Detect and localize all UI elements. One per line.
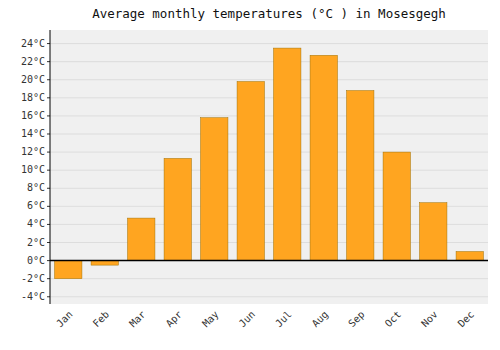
y-tick-label: 22°C — [21, 56, 45, 67]
y-tick-label: 14°C — [21, 128, 45, 139]
page: {"chart_data": {"type": "bar", "title": … — [0, 0, 500, 350]
y-tick-label: 4°C — [27, 218, 45, 229]
bars — [55, 48, 484, 279]
grid-line — [50, 296, 488, 297]
bar — [347, 91, 374, 261]
grid-line — [50, 115, 488, 116]
bar — [456, 252, 483, 261]
y-tick-label: 0°C — [27, 255, 45, 266]
x-axis-labels: Jan Feb Mar Apr May Jun Jul Aug Sep Oct Nov Dec — [54, 309, 476, 330]
x-tick-label: Dec — [456, 309, 477, 330]
x-tick-label: Oct — [383, 309, 404, 330]
bar — [383, 152, 410, 261]
bar — [420, 203, 447, 261]
y-tick-label: 18°C — [21, 92, 45, 103]
bar — [310, 55, 337, 260]
x-tick-label: Jun — [237, 309, 258, 330]
grid-line — [50, 188, 488, 189]
chart-container: -4°C -2°C 0°C 2°C 4°C 6°C 8°C 10°C 12°C 14°C 16°C 1… — [0, 0, 500, 350]
chart-svg: -4°C -2°C 0°C 2°C 4°C 6°C 8°C 10°C 12°C 14°C 16°C 1… — [0, 0, 500, 350]
bar — [274, 48, 301, 261]
x-tick-label: Sep — [346, 309, 367, 330]
y-tick-label: 24°C — [21, 38, 45, 49]
y-tick-label: 2°C — [27, 237, 45, 248]
grid — [50, 44, 488, 297]
x-tick-label: Nov — [419, 309, 440, 330]
grid-line — [50, 260, 488, 261]
zero-line — [50, 260, 488, 262]
y-tick-label: 10°C — [21, 164, 45, 175]
y-tick-label: 6°C — [27, 200, 45, 211]
bar — [237, 82, 264, 261]
plot-background — [50, 30, 488, 304]
bar — [55, 261, 82, 279]
x-tick-label: May — [200, 309, 221, 330]
bar — [201, 118, 228, 261]
x-tick-label: Jul — [273, 309, 294, 330]
y-tick-label: 16°C — [21, 110, 45, 121]
grid-line — [50, 278, 488, 279]
y-tick-label: -2°C — [21, 273, 45, 284]
chart-title: Average monthly temperatures (°C ) in Mo… — [92, 6, 446, 21]
y-tick-label: 8°C — [27, 182, 45, 193]
bar — [128, 218, 155, 261]
bar — [164, 158, 191, 260]
grid-line — [50, 152, 488, 153]
grid-line — [50, 133, 488, 134]
y-tick-label: 20°C — [21, 74, 45, 85]
y-tick-label: -4°C — [21, 291, 45, 302]
y-tick-label: 12°C — [21, 146, 45, 157]
y-axis-ticks: -4°C -2°C 0°C 2°C 4°C 6°C 8°C 10°C 12°C 14°C 16°C 1… — [21, 38, 50, 302]
x-tick-label: Mar — [127, 309, 148, 330]
grid-line — [50, 97, 488, 98]
grid-line — [50, 79, 488, 80]
grid-line — [50, 43, 488, 44]
x-tick-label: Apr — [164, 309, 185, 330]
grid-line — [50, 170, 488, 171]
y-axis-line — [50, 30, 51, 304]
x-tick-label: Feb — [91, 309, 112, 330]
grid-line — [50, 61, 488, 62]
x-tick-label: Aug — [310, 309, 331, 330]
x-tick-label: Jan — [54, 309, 75, 330]
